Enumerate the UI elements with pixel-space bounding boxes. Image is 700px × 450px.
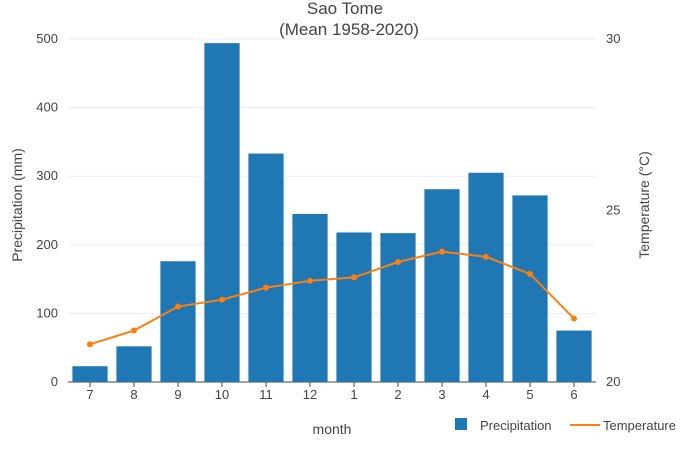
right-y-axis-ticks: 20 25 30 xyxy=(606,31,620,389)
precipitation-bar xyxy=(556,330,592,382)
temperature-point xyxy=(175,303,181,310)
legend-precipitation-label: Precipitation xyxy=(480,418,552,433)
left-y-tick-label: 100 xyxy=(36,305,58,320)
x-tick-label: 4 xyxy=(482,387,489,402)
chart-title: Sao Tome xyxy=(307,0,383,18)
x-tick-label: 11 xyxy=(259,387,273,402)
temperature-point xyxy=(263,284,269,291)
precipitation-bar xyxy=(424,189,460,382)
legend[interactable]: Precipitation Temperature xyxy=(455,418,676,433)
left-y-tick-label: 0 xyxy=(51,374,58,389)
left-y-tick-label: 400 xyxy=(36,100,58,115)
temperature-point xyxy=(351,274,357,281)
temperature-point xyxy=(219,296,225,303)
x-tick-label: 9 xyxy=(174,387,181,402)
temperature-point xyxy=(571,315,577,322)
legend-precipitation-swatch xyxy=(455,418,467,430)
precipitation-bars xyxy=(72,43,592,383)
left-y-axis-label: Precipitation (mm) xyxy=(9,148,25,262)
x-tick-label: 1 xyxy=(350,387,357,402)
chart-subtitle: (Mean 1958-2020) xyxy=(279,20,419,39)
x-tick-label: 10 xyxy=(215,387,229,402)
temperature-point xyxy=(439,248,445,255)
x-tick-label: 3 xyxy=(438,387,445,402)
left-y-tick-label: 200 xyxy=(36,237,58,252)
precipitation-bar xyxy=(512,195,548,382)
right-y-axis-label: Temperature (°C) xyxy=(636,151,652,259)
temperature-point xyxy=(307,277,313,284)
temperature-point xyxy=(527,270,533,277)
temperature-point xyxy=(87,341,93,348)
right-y-tick-label: 30 xyxy=(606,31,620,46)
temperature-series-line xyxy=(89,250,575,346)
precipitation-bar xyxy=(116,346,152,382)
x-tick-label: 6 xyxy=(570,387,577,402)
precipitation-bar xyxy=(380,233,416,382)
precipitation-bar xyxy=(468,172,504,382)
grid-lines xyxy=(68,38,596,383)
precipitation-bar xyxy=(292,213,328,382)
precipitation-bar xyxy=(336,232,372,382)
x-axis-label: month xyxy=(313,421,352,437)
legend-temperature-label: Temperature xyxy=(603,418,676,433)
precipitation-bar xyxy=(204,43,240,383)
temperature-line xyxy=(87,248,577,348)
left-y-axis-ticks: 0 100 200 300 400 500 xyxy=(36,31,58,389)
temperature-point xyxy=(395,258,401,265)
x-tick-label: 12 xyxy=(303,387,317,402)
x-tick-label: 8 xyxy=(130,387,137,402)
left-y-tick-label: 300 xyxy=(36,168,58,183)
x-tick-label: 7 xyxy=(86,387,93,402)
right-y-tick-label: 25 xyxy=(606,203,620,218)
precipitation-bar xyxy=(160,261,196,382)
right-y-tick-label: 20 xyxy=(606,374,620,389)
x-tick-label: 5 xyxy=(526,387,533,402)
precipitation-bar xyxy=(248,153,284,382)
precipitation-bar xyxy=(72,366,108,382)
temperature-point xyxy=(483,253,489,260)
x-axis-ticks: 7 8 9 10 11 12 1 2 3 4 5 6 xyxy=(86,382,578,402)
x-tick-label: 2 xyxy=(394,387,401,402)
temperature-point xyxy=(131,327,137,334)
left-y-tick-label: 500 xyxy=(36,31,58,46)
